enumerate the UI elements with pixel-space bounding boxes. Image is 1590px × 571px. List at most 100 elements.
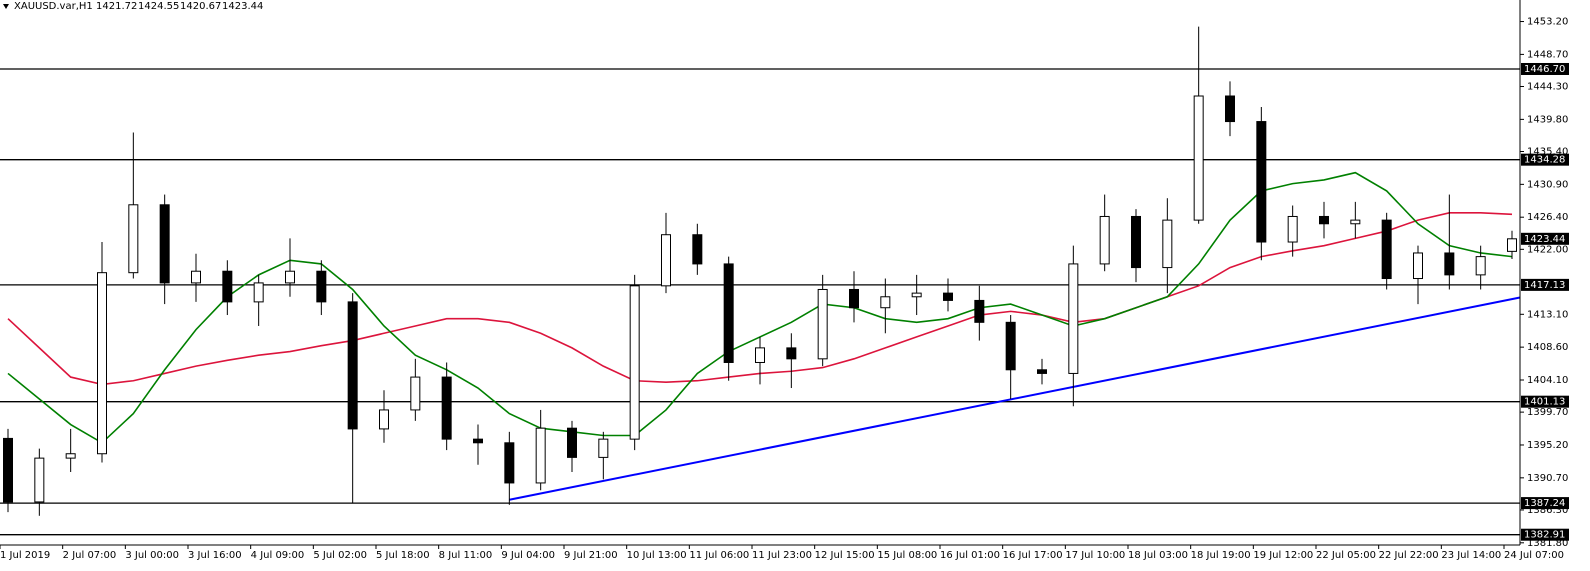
- level-label-box: [1521, 528, 1569, 541]
- candle-body: [97, 272, 107, 455]
- candle-body: [504, 442, 515, 484]
- candle-body: [191, 270, 201, 284]
- trendline: [509, 296, 1521, 501]
- y-tick-label: 1408.60: [1527, 342, 1568, 353]
- level-label: 1446.70: [1524, 64, 1565, 75]
- y-tick-label: 1395.20: [1527, 440, 1568, 451]
- x-tick-label: 5 Jul 02:00: [313, 550, 367, 561]
- candle-body: [65, 453, 76, 459]
- candle-body: [159, 204, 170, 284]
- x-tick-label: 22 Jul 05:00: [1316, 550, 1376, 561]
- candle-body: [661, 234, 671, 287]
- candle-body: [1037, 369, 1047, 374]
- candle-body: [473, 438, 483, 444]
- ohlc-value: 1423.44: [222, 1, 263, 12]
- candle-body: [629, 285, 640, 440]
- level-label-box: [1521, 497, 1569, 510]
- level-label-box: [1521, 395, 1569, 408]
- y-tick-label: 1399.70: [1527, 407, 1568, 418]
- candle-body: [1099, 215, 1110, 265]
- y-tick-label: 1435.40: [1527, 146, 1568, 157]
- x-tick-label: 9 Jul 04:00: [501, 550, 555, 561]
- candle-body: [441, 376, 452, 440]
- y-tick-label: 1448.70: [1527, 49, 1568, 60]
- x-tick-label: 2 Jul 07:00: [63, 550, 117, 561]
- candle-body: [379, 409, 389, 430]
- x-tick-label: 12 Jul 15:00: [815, 550, 875, 561]
- candle-body: [1319, 215, 1329, 225]
- y-tick-label: 1426.40: [1527, 212, 1568, 223]
- candle-body: [974, 299, 985, 323]
- level-label-box: [1521, 153, 1569, 166]
- level-label: 1382.91: [1524, 530, 1565, 541]
- y-tick-label: 1413.10: [1527, 309, 1568, 320]
- level-label: 1417.13: [1524, 280, 1565, 291]
- y-tick-label: 1439.80: [1527, 114, 1568, 125]
- candle-body: [3, 437, 13, 503]
- candle-body: [1381, 219, 1392, 280]
- level-label-box: [1521, 278, 1569, 291]
- candle-body: [1131, 215, 1141, 269]
- candle-body: [410, 376, 421, 411]
- y-tick-label: 1430.90: [1527, 179, 1568, 190]
- level-label-box: [1521, 62, 1569, 75]
- candle-body: [1287, 215, 1298, 243]
- ohlc-value: 1421.72: [96, 1, 137, 12]
- x-tick-label: 11 Jul 23:00: [752, 550, 812, 561]
- y-tick-label: 1386.30: [1527, 505, 1568, 516]
- level-label: 1434.28: [1524, 155, 1565, 166]
- level-label: 1387.24: [1524, 498, 1565, 509]
- candle-body: [723, 263, 734, 363]
- y-tick-label: 1404.10: [1527, 375, 1568, 386]
- candle-body: [316, 270, 327, 303]
- candle-body: [1162, 219, 1173, 269]
- symbol: XAUUSD.var,H1: [14, 1, 93, 12]
- candle-body: [692, 234, 703, 265]
- menu-triangle: [3, 4, 9, 9]
- candle-body: [786, 347, 797, 360]
- candle-body: [598, 438, 609, 458]
- candle-body: [1444, 252, 1455, 276]
- x-tick-label: 22 Jul 22:00: [1379, 550, 1439, 561]
- x-tick-label: 11 Jul 06:00: [689, 550, 749, 561]
- candle-body: [817, 288, 828, 360]
- candle-body: [347, 301, 358, 430]
- candle-body: [253, 282, 264, 303]
- last-price-label: 1423.44: [1524, 234, 1565, 245]
- x-tick-label: 8 Jul 11:00: [439, 550, 493, 561]
- ohlc-value: 1424.55: [138, 1, 179, 12]
- x-tick-label: 5 Jul 18:00: [376, 550, 430, 561]
- candle-body: [1005, 321, 1016, 371]
- candle-body: [911, 292, 922, 298]
- x-tick-label: 16 Jul 01:00: [940, 550, 1000, 561]
- y-tick-label: 1390.70: [1527, 473, 1568, 484]
- x-tick-label: 18 Jul 19:00: [1191, 550, 1251, 561]
- x-tick-label: 10 Jul 13:00: [627, 550, 687, 561]
- x-tick-label: 15 Jul 08:00: [877, 550, 937, 561]
- candle-body: [880, 296, 891, 309]
- candle-body: [222, 270, 233, 303]
- candle-body: [1413, 252, 1423, 280]
- y-tick-label: 1453.20: [1527, 17, 1568, 28]
- x-tick-label: 1 Jul 2019: [0, 550, 50, 561]
- x-tick-label: 3 Jul 16:00: [188, 550, 242, 561]
- candle-body: [943, 292, 953, 301]
- x-tick-label: 4 Jul 09:00: [251, 550, 305, 561]
- x-tick-label: 23 Jul 14:00: [1441, 550, 1501, 561]
- x-tick-label: 3 Jul 00:00: [125, 550, 179, 561]
- x-tick-label: 17 Jul 10:00: [1065, 550, 1125, 561]
- ohlc-value: 1420.67: [180, 1, 221, 12]
- candle-body: [128, 204, 139, 274]
- y-tick-label: 1444.30: [1527, 82, 1568, 93]
- y-tick-label: 1381.80: [1527, 538, 1568, 549]
- candle-body: [1225, 95, 1235, 123]
- candle-body: [849, 288, 859, 309]
- candle-body: [755, 347, 765, 363]
- x-tick-label: 24 Jul 07:00: [1504, 550, 1564, 561]
- plot-area: [0, 26, 1521, 536]
- x-tick-label: 9 Jul 21:00: [564, 550, 618, 561]
- header: XAUUSD.var,H1 1421.72 1424.55 1420.67 1423.…: [3, 1, 263, 12]
- candle-body: [567, 427, 577, 458]
- x-tick-label: 16 Jul 17:00: [1003, 550, 1063, 561]
